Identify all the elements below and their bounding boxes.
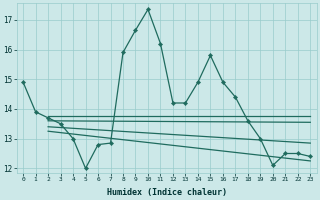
X-axis label: Humidex (Indice chaleur): Humidex (Indice chaleur) [107, 188, 227, 197]
